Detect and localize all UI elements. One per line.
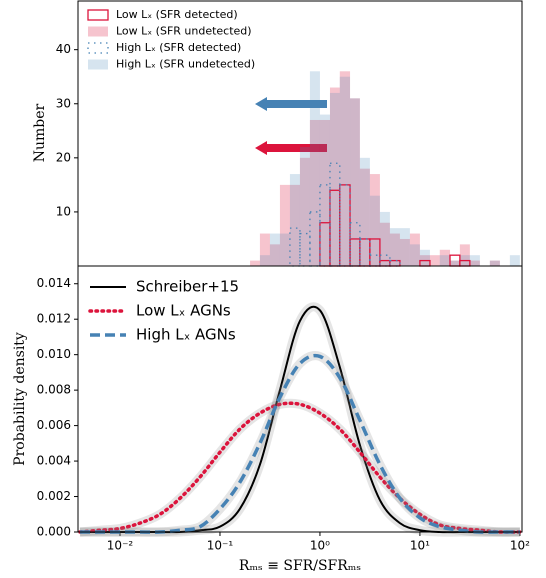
histogram-bar	[259, 255, 270, 266]
histogram-bar	[409, 244, 420, 266]
histogram-bar	[279, 184, 290, 266]
histogram-bar	[379, 211, 390, 266]
legend-label: Low Lₓ (SFR detected)	[116, 8, 238, 21]
histogram-bar	[399, 228, 410, 266]
histogram-bar	[319, 114, 330, 266]
legend-label: High Lₓ (SFR detected)	[116, 41, 241, 54]
legend-swatch	[87, 42, 109, 54]
y-tick-label: 40	[56, 42, 71, 56]
x-tick-label: 10¹	[410, 539, 430, 553]
histogram-bar	[309, 211, 321, 267]
y-tick-label: 0.014	[37, 276, 71, 290]
y-tick-label: 0.000	[37, 525, 71, 539]
y-tick-label: 20	[56, 150, 71, 164]
histogram-bar	[369, 195, 380, 266]
histogram-bar	[509, 255, 520, 266]
y-tick-label: 0.002	[37, 489, 71, 503]
histogram-bar	[299, 147, 310, 266]
histogram-bar	[439, 255, 451, 266]
histogram-bar	[419, 249, 430, 266]
histogram-bar	[409, 233, 420, 266]
histogram-bar	[279, 233, 290, 266]
histogram-bar	[299, 157, 310, 266]
y-tick-label: 0.006	[37, 418, 71, 432]
histogram-bar	[309, 119, 320, 267]
histogram-bar	[339, 76, 351, 266]
y-tick-label: 30	[56, 96, 71, 110]
histogram-bar	[269, 244, 280, 266]
histogram-bar	[489, 260, 500, 266]
axes-frame	[77, 265, 523, 533]
x-axis-label: Rₘₛ ≡ SFR/SFRₘₛ	[239, 558, 361, 574]
histogram-bar	[389, 233, 400, 266]
histogram-bar	[489, 260, 500, 266]
arrow-low	[255, 141, 327, 155]
y-tick-label: 0.004	[37, 454, 71, 468]
histogram-bar	[250, 260, 260, 266]
histogram-bar	[450, 260, 460, 266]
y-axis-label: Number	[32, 103, 48, 162]
legend-label: High Lₓ (SFR undetected)	[116, 58, 255, 71]
histogram-bar	[469, 255, 480, 266]
arrow-high	[255, 97, 327, 111]
histogram-bar	[369, 254, 381, 267]
x-tick-label: 10²	[510, 539, 530, 553]
histogram-bar	[339, 71, 351, 266]
histogram-bar	[289, 184, 300, 266]
legend-label: Low Lₓ AGNs	[136, 302, 231, 320]
legend-swatch	[88, 26, 108, 37]
legend-label: High Lₓ AGNs	[136, 326, 236, 344]
legend-swatch	[87, 9, 109, 21]
y-tick-label: 0.008	[37, 383, 71, 397]
legend-label: Low Lₓ (SFR undetected)	[116, 25, 252, 38]
histogram-bar	[429, 255, 440, 266]
histogram-bar	[469, 260, 480, 266]
histogram-bar	[459, 244, 470, 266]
legend-label: Schreiber+15	[136, 278, 239, 296]
y-tick-label: 0.010	[37, 347, 71, 361]
y-axis-label: Probability density	[12, 332, 28, 466]
y-tick-label: 10	[56, 204, 71, 218]
x-tick-label: 10⁻¹	[207, 539, 234, 553]
x-tick-label: 10⁻²	[107, 539, 134, 553]
histogram-bar	[350, 98, 360, 266]
histogram-bar	[389, 259, 401, 267]
histogram-bar	[379, 254, 391, 267]
histogram-bar	[329, 162, 341, 267]
histogram-bar	[259, 233, 270, 266]
x-tick-label: 10⁰	[310, 539, 330, 553]
histogram-bar	[389, 228, 400, 266]
histogram-bar	[399, 238, 410, 266]
histogram-bar	[379, 222, 390, 266]
curve	[78, 401, 522, 534]
histogram-bar	[329, 87, 340, 266]
histogram-bar	[369, 174, 380, 266]
legend-swatch	[88, 59, 108, 70]
histogram-bar	[350, 98, 360, 266]
uncertainty-band	[79, 398, 520, 537]
histogram-bar	[450, 260, 460, 266]
histogram-bar	[309, 71, 320, 266]
histogram-bar	[359, 168, 370, 266]
histogram-bar	[359, 157, 370, 266]
histogram-bar	[439, 249, 451, 266]
y-tick-label: 0.012	[37, 312, 71, 326]
histogram-bar	[329, 92, 340, 266]
histogram-bar	[269, 233, 280, 266]
uncertainty-band	[80, 351, 520, 537]
histogram-bar	[349, 222, 361, 267]
histogram-bar	[289, 174, 300, 266]
curve	[80, 353, 520, 534]
histogram-bar	[319, 119, 330, 267]
